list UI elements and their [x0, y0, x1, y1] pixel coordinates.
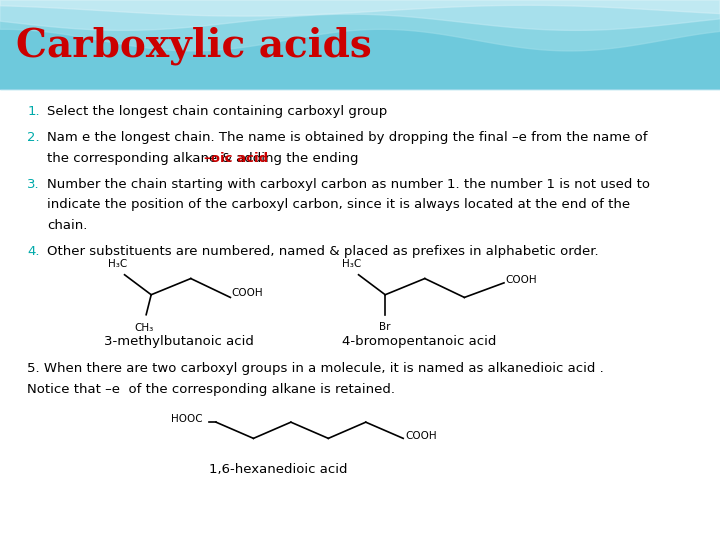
- Text: 4-bromopentanoic acid: 4-bromopentanoic acid: [342, 335, 496, 348]
- Text: 1,6-hexanedioic acid: 1,6-hexanedioic acid: [209, 463, 347, 476]
- Text: Carboxylic acids: Carboxylic acids: [16, 26, 372, 65]
- Bar: [0, 0, 720, 89]
- Text: Select the longest chain containing carboxyl group: Select the longest chain containing carb…: [47, 105, 387, 118]
- Text: HOOC: HOOC: [171, 415, 203, 424]
- Text: chain.: chain.: [47, 219, 87, 232]
- Bar: [0, 89, 720, 540]
- Text: Br: Br: [379, 322, 391, 332]
- Text: Nam e the longest chain. The name is obtained by dropping the final –e from the : Nam e the longest chain. The name is obt…: [47, 131, 647, 144]
- Text: the corresponding alkane & adding the ending: the corresponding alkane & adding the en…: [47, 152, 363, 165]
- Text: CH₃: CH₃: [134, 323, 153, 333]
- Text: COOH: COOH: [405, 431, 437, 441]
- Text: H₃C: H₃C: [342, 259, 361, 269]
- Text: 5. When there are two carboxyl groups in a molecule, it is named as alkanedioic : 5. When there are two carboxyl groups in…: [27, 362, 604, 375]
- Text: COOH: COOH: [505, 275, 537, 285]
- Text: –oic acid: –oic acid: [204, 152, 268, 165]
- Text: 2.: 2.: [27, 131, 40, 144]
- Text: 1.: 1.: [27, 105, 40, 118]
- Text: Notice that –e  of the corresponding alkane is retained.: Notice that –e of the corresponding alka…: [27, 383, 395, 396]
- Text: 3-methylbutanoic acid: 3-methylbutanoic acid: [104, 335, 254, 348]
- Text: indicate the position of the carboxyl carbon, since it is always located at the : indicate the position of the carboxyl ca…: [47, 198, 630, 211]
- Text: 4.: 4.: [27, 245, 40, 258]
- Text: H₃C: H₃C: [108, 259, 127, 269]
- Text: 3.: 3.: [27, 178, 40, 191]
- Text: Other substituents are numbered, named & placed as prefixes in alphabetic order.: Other substituents are numbered, named &…: [47, 245, 598, 258]
- Text: COOH: COOH: [232, 288, 264, 298]
- Text: Number the chain starting with carboxyl carbon as number 1. the number 1 is not : Number the chain starting with carboxyl …: [47, 178, 649, 191]
